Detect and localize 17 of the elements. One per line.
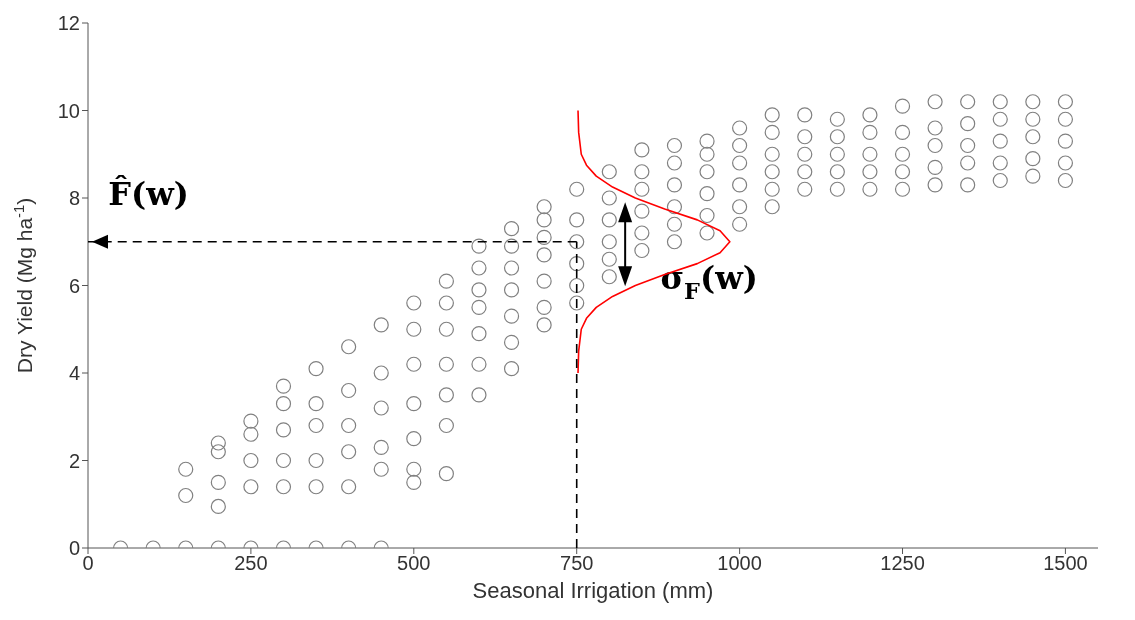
x-axis-title: Seasonal Irrigation (mm) [472,578,714,603]
y-tick-label: 6 [68,274,80,297]
y-tick-label: 0 [68,537,80,560]
x-tick-label: 0 [82,552,94,575]
y-tick-label: 12 [57,12,80,35]
annotation: F̂(w) [108,174,189,213]
y-tick-label: 8 [68,187,80,210]
x-tick-label: 1500 [1043,552,1088,575]
x-tick-label: 500 [397,552,431,575]
y-tick-label: 4 [68,362,80,385]
y-tick-label: 10 [57,99,80,122]
y-tick-label: 2 [68,449,80,472]
x-tick-label: 1250 [880,552,925,575]
annotation: σ$_{F}$(w) [660,258,758,305]
x-tick-label: 1000 [717,552,762,575]
x-tick-label: 250 [234,552,268,575]
x-tick-label: 750 [560,552,594,575]
